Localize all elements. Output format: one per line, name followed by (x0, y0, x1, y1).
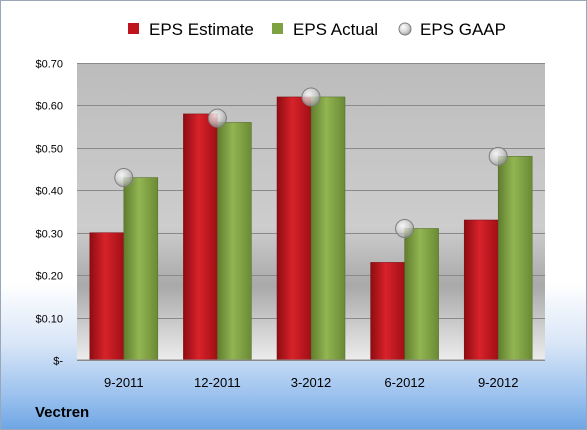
company-name: Vectren (35, 404, 90, 421)
y-tick-label: $0.40 (35, 186, 63, 198)
x-tick-label: 9-2012 (478, 375, 518, 390)
bar-eps-actual (497, 156, 533, 361)
y-tick-label: $0.30 (35, 229, 63, 241)
y-tick-label: $- (53, 356, 63, 368)
y-tick-label: $0.20 (35, 271, 63, 283)
bar-eps-estimate (370, 262, 405, 361)
marker-eps-gaap (395, 218, 415, 238)
bar-eps-actual (123, 177, 159, 361)
legend-swatch (272, 23, 283, 34)
bar-eps-actual (310, 96, 346, 361)
y-tick-label: $0.50 (35, 144, 63, 156)
x-tick-label: 6-2012 (384, 375, 424, 390)
marker-eps-gaap (301, 87, 321, 107)
bar-eps-estimate (463, 219, 499, 361)
marker-eps-gaap (114, 168, 134, 188)
legend-swatch (128, 23, 139, 34)
bar-eps-actual (404, 228, 439, 361)
bar-eps-estimate (183, 113, 218, 361)
y-tick-label: $0.10 (35, 314, 63, 326)
y-tick-label: $0.60 (35, 101, 63, 113)
marker-eps-gaap (488, 146, 508, 166)
x-axis-tick-labels: 9-2011 12-2011 3-2012 6-2012 9-2012 (104, 375, 518, 390)
y-tick-label: $0.70 (35, 59, 63, 71)
legend-label: EPS GAAP (420, 20, 506, 39)
x-tick-label: 12-2011 (194, 375, 241, 390)
legend: EPS Estimate EPS Actual EPS GAAP (128, 20, 506, 39)
marker-eps-gaap (207, 108, 227, 128)
legend-swatch (398, 22, 412, 36)
legend-label: EPS Actual (293, 20, 378, 39)
x-tick-label: 3-2012 (291, 375, 331, 390)
y-axis-tick-labels: $- $0.10 $0.20 $0.30 $0.40 $0.50 $0.60 $0.70 (35, 59, 63, 368)
bars (89, 96, 533, 361)
gaap-markers (114, 87, 508, 238)
x-tick-label: 9-2011 (104, 375, 144, 390)
legend-label: EPS Estimate (149, 20, 254, 39)
bar-eps-estimate (89, 232, 125, 361)
bar-eps-actual (217, 122, 252, 361)
bar-eps-estimate (276, 96, 312, 361)
